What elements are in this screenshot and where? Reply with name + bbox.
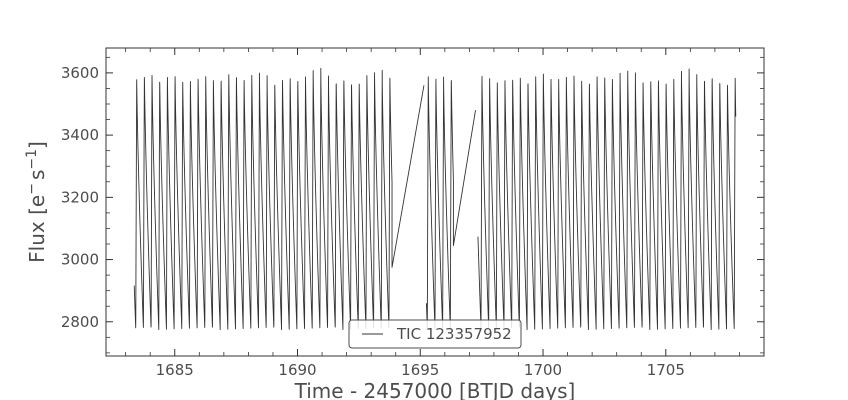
y-axis-label-sup1: − xyxy=(24,183,40,195)
x-tick-label: 1705 xyxy=(647,361,685,379)
x-axis-label: Time - 2457000 [BTJD days] xyxy=(294,379,576,400)
y-tick-labels: 2800 3000 3200 3400 3600 xyxy=(61,64,99,331)
minor-ticks xyxy=(106,48,765,356)
y-tick-label: 3000 xyxy=(61,251,99,269)
y-axis-label-mid: s xyxy=(25,170,49,180)
legend-box xyxy=(348,319,522,349)
legend-entry-label: TIC 123357952 xyxy=(396,325,512,343)
y-axis-label-sup2: −1 xyxy=(24,149,40,170)
y-tick-label: 3200 xyxy=(61,188,99,206)
y-tick-label: 3600 xyxy=(61,64,99,82)
y-axis-label-end: ] xyxy=(25,141,49,149)
legend: TIC 123357952 xyxy=(348,319,522,349)
x-tick-label: 1700 xyxy=(524,361,562,379)
x-tick-labels: 1685 1690 1695 1700 1705 xyxy=(156,361,685,379)
x-tick-label: 1695 xyxy=(401,361,439,379)
series-line-tic-123357952 xyxy=(133,67,737,331)
plot-frame xyxy=(105,47,765,357)
y-tick-label: 2800 xyxy=(61,313,99,331)
y-axis-label-main: Flux [e xyxy=(25,195,49,263)
x-tick-label: 1690 xyxy=(278,361,316,379)
x-tick-label: 1685 xyxy=(156,361,194,379)
y-axis-label: Flux [e− s−1] xyxy=(24,141,49,263)
y-tick-label: 3400 xyxy=(61,126,99,144)
major-ticks xyxy=(106,48,764,356)
